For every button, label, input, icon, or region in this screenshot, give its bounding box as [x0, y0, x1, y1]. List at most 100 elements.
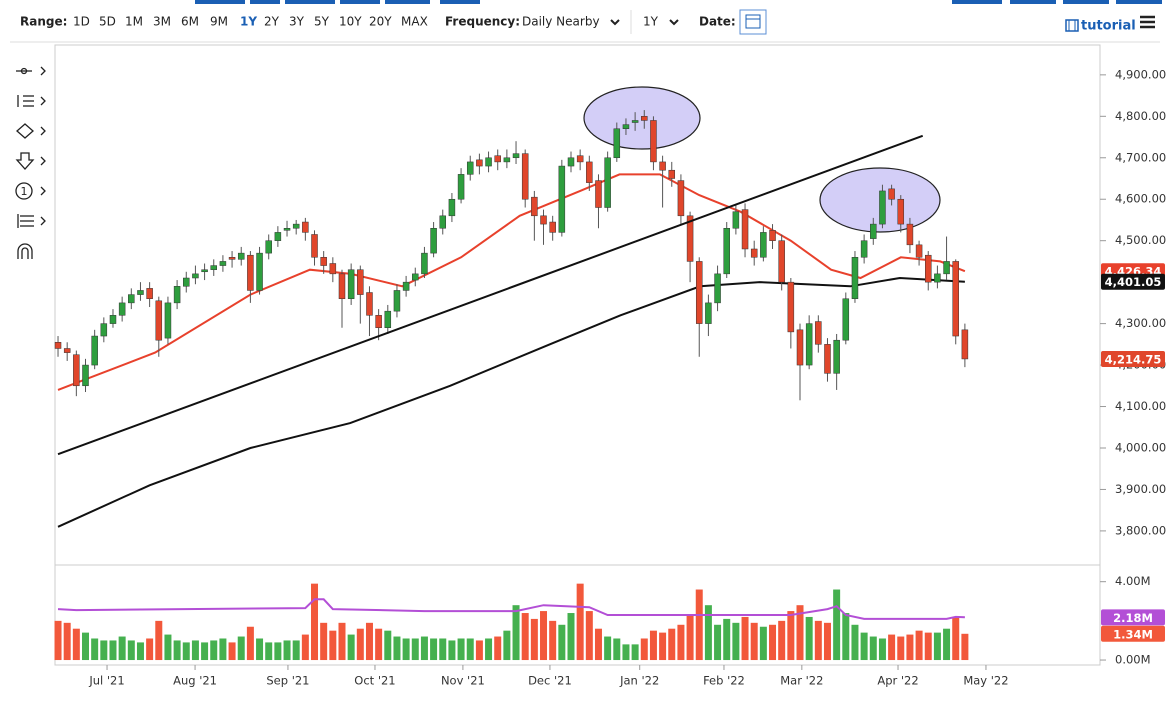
volume-bar [897, 636, 905, 661]
candle-body [750, 248, 758, 258]
tutorial[interactable]: tutorial [1081, 19, 1136, 34]
range-button[interactable]: 5D [99, 15, 116, 29]
tool-line[interactable] [16, 66, 46, 76]
volume-bar [878, 638, 886, 661]
candle-body [860, 240, 868, 258]
tool-magnet[interactable] [17, 243, 33, 259]
volume-bar [503, 630, 511, 661]
y-tick-label: 3,800.00 [1115, 523, 1166, 537]
volume-bar [558, 624, 566, 661]
x-tick-label: Nov '21 [441, 674, 485, 688]
candle-body [723, 228, 730, 275]
volume-bar [311, 583, 319, 661]
range-button[interactable]: 3Y [289, 15, 305, 29]
tool-shape[interactable] [16, 123, 46, 139]
moving-average [57, 173, 966, 391]
range-button[interactable]: 3M [153, 15, 171, 29]
close-value-label-box [1101, 350, 1165, 367]
period-select[interactable]: 1Y [643, 15, 659, 29]
candle-body [833, 339, 840, 374]
y-tick-label: 4,800.00 [1115, 109, 1166, 123]
range-button[interactable]: 5Y [314, 15, 330, 29]
candle-body [357, 269, 364, 295]
range-button[interactable]: 6M [181, 15, 199, 29]
candle-body [485, 157, 492, 167]
volume-bar [933, 632, 941, 661]
candle-body [897, 198, 905, 225]
candle-body [641, 116, 648, 121]
volume-bar [723, 618, 731, 661]
candle-body [961, 329, 969, 360]
volume-bar [851, 624, 859, 661]
candle-body [237, 252, 245, 260]
volume-bar [356, 628, 364, 661]
frequency-select[interactable]: Daily Nearby [522, 15, 600, 29]
volume-bar [91, 638, 99, 661]
tool-arrow[interactable] [15, 152, 46, 170]
volume-bar [420, 636, 428, 661]
candle-body [622, 124, 630, 129]
x-tick-label: May '22 [963, 674, 1008, 688]
range-button[interactable]: 9M [210, 15, 228, 29]
volume-bar [640, 638, 648, 661]
volume-bar [613, 638, 621, 661]
candle-body [128, 294, 135, 304]
volume-bar [365, 622, 373, 661]
candle-body [100, 323, 108, 337]
candle-body [851, 257, 859, 299]
range-button[interactable]: 10Y [339, 15, 362, 29]
candle-body [952, 261, 959, 337]
menu-button[interactable] [1140, 15, 1155, 29]
candle-body [686, 215, 694, 262]
volume-bar [475, 640, 483, 661]
volume-bar [714, 624, 722, 661]
candle-body [476, 159, 483, 167]
x-tick-label: Apr '22 [877, 674, 918, 688]
volume-bar [109, 640, 117, 661]
candle-body [430, 228, 437, 254]
volume-bar [622, 644, 630, 661]
candle-body [714, 273, 721, 304]
volume-bar [338, 622, 346, 661]
chart-frame [54, 44, 1101, 666]
range-button[interactable]: 1M [125, 15, 143, 29]
candle-body [54, 342, 62, 349]
volume-bar [759, 626, 767, 661]
volume-bar [411, 638, 419, 661]
range-button[interactable]: 1Y [240, 15, 257, 29]
candle-body [732, 211, 740, 229]
candle-body [503, 157, 511, 163]
range-button[interactable]: 2Y [264, 15, 280, 29]
plot: 3,800.003,900.004,000.004,100.004,200.00… [54, 67, 1166, 688]
volume-bar [787, 611, 795, 661]
range-button[interactable]: 20Y [369, 15, 392, 29]
volume-bar [375, 628, 383, 661]
candle-body [842, 298, 850, 341]
volume-bar [100, 640, 108, 661]
candle-body [805, 323, 813, 366]
volume-bar [485, 638, 493, 661]
tool-pattern[interactable] [17, 214, 46, 228]
candle-body [347, 269, 355, 299]
range-button[interactable]: 1D [73, 15, 90, 29]
candle-body [567, 157, 575, 167]
ma-value-label-box [1101, 273, 1165, 290]
tool-fib[interactable] [17, 95, 46, 107]
candle-body [549, 221, 556, 233]
tool-text[interactable] [15, 182, 46, 200]
volume-bar [301, 634, 309, 661]
y-tick-label: 4,900.00 [1115, 67, 1166, 81]
tutorial-link[interactable]: tutorial [1065, 19, 1136, 34]
candle-body [613, 128, 621, 159]
candle-body [521, 153, 529, 200]
calendar-button[interactable] [739, 9, 767, 35]
candle-body [586, 161, 593, 183]
volume-bar [823, 622, 831, 661]
y-tick-label: 4,700.00 [1115, 150, 1166, 164]
candle-body [540, 215, 547, 225]
candle-body [439, 215, 447, 229]
volume-bar [521, 613, 529, 661]
range-button[interactable]: MAX [401, 15, 428, 29]
volume-bar [649, 630, 657, 661]
